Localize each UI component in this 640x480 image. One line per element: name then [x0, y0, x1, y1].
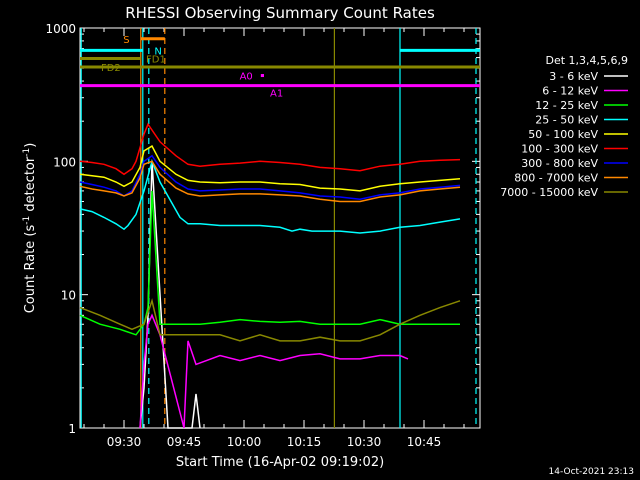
flag-label: FD2 [101, 63, 121, 74]
y-tick-label: 1000 [45, 22, 76, 36]
flag-label: A1 [270, 89, 283, 100]
y-label-mid: detector [23, 156, 38, 216]
x-tick-label: 09:30 [107, 435, 142, 449]
legend-title: Det 1,3,4,5,6,9 [545, 54, 628, 67]
y-axis-label: Count Rate (s-1 detector-1) [22, 143, 38, 314]
legend-entry-label: 3 - 6 keV [549, 70, 598, 83]
legend-entry-label: 300 - 800 keV [521, 157, 598, 170]
y-label-sup2: -1 [22, 148, 32, 157]
series-line [139, 161, 201, 429]
legend-entry-label: 6 - 12 keV [542, 85, 598, 98]
series-line [79, 190, 460, 336]
x-axis-label: Start Time (16-Apr-02 09:19:02) [176, 455, 384, 470]
series-line [79, 122, 461, 176]
flag-point [260, 74, 264, 78]
series-line [79, 160, 461, 203]
y-tick-label: 10 [61, 289, 76, 303]
x-tick-label: 10:45 [407, 435, 442, 449]
legend-entry-label: 7000 - 15000 keV [500, 186, 598, 199]
y-tick-label: 1 [68, 422, 76, 436]
x-axis: 09:30 09:45 10:00 10:15 10:30 10:45 [83, 28, 465, 449]
flag-label: A0 [240, 72, 253, 83]
x-tick-label: 10:30 [347, 435, 382, 449]
legend-entry-label: 12 - 25 keV [535, 99, 598, 112]
series-line [79, 145, 461, 192]
series-line [139, 313, 409, 429]
flag-label: FD1 [146, 55, 166, 66]
y-label-sup1: -1 [22, 216, 32, 225]
legend-entry-label: 800 - 7000 keV [514, 172, 598, 185]
y-label-main: Count Rate (s [23, 225, 38, 314]
legend-entry-label: 100 - 300 keV [521, 143, 598, 156]
legend-entry-label: 25 - 50 keV [535, 114, 598, 127]
series-line [79, 158, 461, 234]
plot-frame [79, 27, 481, 429]
x-tick-label: 10:15 [287, 435, 322, 449]
legend-entry-label: 50 - 100 keV [528, 128, 598, 141]
chart-title: RHESSI Observing Summary Count Rates [125, 4, 435, 22]
x-tick-label: 10:00 [227, 435, 262, 449]
y-label-end: ) [23, 143, 38, 148]
y-tick-label: 100 [53, 155, 76, 169]
series-line [79, 298, 461, 342]
series-lines [79, 122, 461, 429]
flag-label: N [154, 46, 161, 57]
flag-label: S [123, 35, 129, 46]
x-tick-label: 09:45 [167, 435, 202, 449]
footer-timestamp: 14-Oct-2021 23:13 [549, 467, 634, 477]
